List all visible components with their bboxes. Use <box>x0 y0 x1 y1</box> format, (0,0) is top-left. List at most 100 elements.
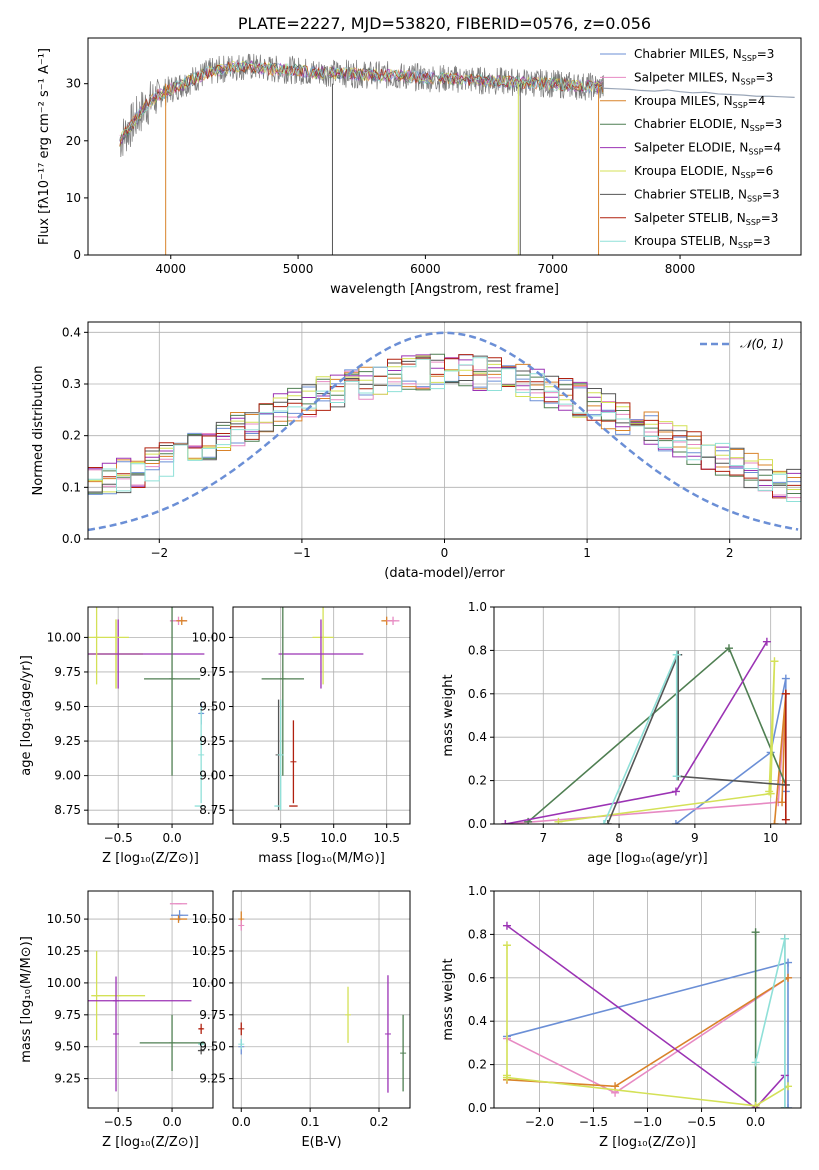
y-tick-label: 10.00 <box>47 976 81 990</box>
legend-label-main: Chabrier STELIB, N <box>634 187 747 201</box>
x-tick-label: −2 <box>150 546 168 560</box>
y-tick-label: 30 <box>66 77 81 91</box>
histograms <box>88 331 801 532</box>
x-axis-label: E(B-V) <box>301 1135 341 1150</box>
legend-label-sub: SSP <box>742 54 757 63</box>
errorbar-point <box>197 1046 205 1055</box>
legend-label: Chabrier MILES, NSSP=3 <box>634 47 774 63</box>
y-axis-label: Flux [fλ10⁻¹⁷ erg cm⁻² s⁻¹ A⁻¹] <box>37 48 52 245</box>
y-tick-label: 0.8 <box>468 643 487 657</box>
observed-spectrum <box>119 53 605 158</box>
errorbar-point <box>312 607 334 685</box>
y-tick-label: 9.00 <box>199 769 226 783</box>
legend-label: Kroupa ELODIE, NSSP=6 <box>634 164 773 180</box>
x-tick-label: 8 <box>615 831 623 845</box>
y-tick-label: 0 <box>73 248 81 262</box>
legend-label: Kroupa MILES, NSSP=4 <box>634 94 765 110</box>
y-tick-label: 0.4 <box>468 730 487 744</box>
age_vs_mass-frame <box>232 606 411 825</box>
errorbar-point <box>198 706 205 804</box>
y-tick-label: 9.50 <box>54 1040 81 1054</box>
errorbar-point <box>139 1014 205 1071</box>
errorbar-point <box>277 699 284 811</box>
y-tick-label: 9.25 <box>199 734 226 748</box>
model-line <box>119 61 604 147</box>
series-marker <box>724 644 733 653</box>
series-marker <box>502 941 511 950</box>
spectrum-frame <box>87 37 802 256</box>
age_vs_Z-frame <box>87 606 214 825</box>
massweight_vs_Z-lines <box>502 921 793 1108</box>
series-marker <box>502 921 511 930</box>
series-marker <box>599 820 608 824</box>
errorbar-point <box>144 607 201 776</box>
errorbar-point <box>238 920 245 931</box>
series-marker <box>780 934 789 943</box>
y-tick-label: 0.4 <box>62 325 81 339</box>
age_vs_mass-errorbars <box>261 607 400 811</box>
x-tick-label: 0.0 <box>163 1115 182 1129</box>
x-tick-label: 1 <box>583 546 591 560</box>
y-axis-label: mass weight <box>441 674 456 756</box>
errorbar-point <box>198 1041 205 1047</box>
legend-label-main: Kroupa STELIB, N <box>634 234 738 248</box>
legend-label-tail: =3 <box>756 70 774 84</box>
residuals-legend: 𝒩(0, 1) <box>700 337 784 351</box>
x-axis-label: Z [log₁₀(Z/Z⊙)] <box>599 1135 696 1150</box>
series-line <box>606 654 786 824</box>
mass_vs_Z-errorbars <box>88 903 205 1092</box>
series-marker <box>671 820 680 824</box>
mass_vs_Z-frame <box>87 890 214 1109</box>
x-tick-label: 0.2 <box>369 1115 388 1129</box>
legend-label: 𝒩(0, 1) <box>740 337 784 351</box>
x-tick-label: 4000 <box>155 262 186 276</box>
y-tick-label: 10.00 <box>192 976 226 990</box>
y-tick-label: 10.25 <box>192 944 226 958</box>
x-tick-label: 6000 <box>410 262 441 276</box>
mass_vs_ebv-axes: 0.0 0.1 0.2 9.25 9.50 9.75 10.00 10.25 10.50 E(B-… <box>192 891 410 1150</box>
mass_vs_ebv-errorbars <box>238 911 407 1093</box>
massweight_vs_Z-frame <box>493 890 802 1109</box>
y-tick-label: 0.0 <box>468 817 487 831</box>
legend-label-main: Kroupa ELODIE, N <box>634 164 741 178</box>
errorbar-point <box>113 976 120 1092</box>
y-axis-label: mass weight <box>441 958 456 1040</box>
series-marker <box>762 637 771 646</box>
x-tick-label: 5000 <box>283 262 314 276</box>
massweight_vs_age-frame <box>493 606 802 825</box>
y-tick-label: 10.25 <box>47 944 81 958</box>
model-extension <box>603 87 795 98</box>
series-marker <box>781 674 790 683</box>
errorbar-point <box>290 720 297 804</box>
legend-label-sub: SSP <box>746 218 761 227</box>
x-tick-label: 9 <box>691 831 699 845</box>
x-tick-label: 7 <box>539 831 547 845</box>
x-axis-label: mass [log₁₀(M/M⊙)] <box>258 851 385 866</box>
x-axis-label: wavelength [Angstrom, rest frame] <box>330 282 559 297</box>
residuals-frame <box>87 321 802 540</box>
y-tick-label: 1.0 <box>468 600 487 614</box>
y-tick-label: 9.75 <box>54 1008 81 1022</box>
y-tick-label: 0.0 <box>62 532 81 546</box>
y-tick-label: 9.75 <box>199 1008 226 1022</box>
y-axis-label: Normed distribution <box>31 366 46 496</box>
x-tick-label: 0 <box>441 546 449 560</box>
errorbar-point <box>345 986 352 1043</box>
legend-label-sub: SSP <box>741 77 756 86</box>
series-marker <box>751 1101 760 1108</box>
errorbar-point <box>176 616 188 625</box>
y-tick-label: 10.00 <box>47 630 81 644</box>
y-tick-label: 0.8 <box>468 927 487 941</box>
errorbar-point <box>278 619 364 689</box>
x-tick-label: −2.0 <box>525 1115 554 1129</box>
series-marker <box>784 1104 793 1108</box>
x-axis-label: Z [log₁₀(Z/Z⊙)] <box>102 1135 199 1150</box>
histogram-step <box>88 357 801 502</box>
x-tick-label: 0.0 <box>163 831 182 845</box>
errorbar-point <box>238 1039 245 1050</box>
legend-label-sub: SSP <box>733 101 748 110</box>
series-marker <box>672 772 681 781</box>
y-tick-label: 9.25 <box>199 1072 226 1086</box>
